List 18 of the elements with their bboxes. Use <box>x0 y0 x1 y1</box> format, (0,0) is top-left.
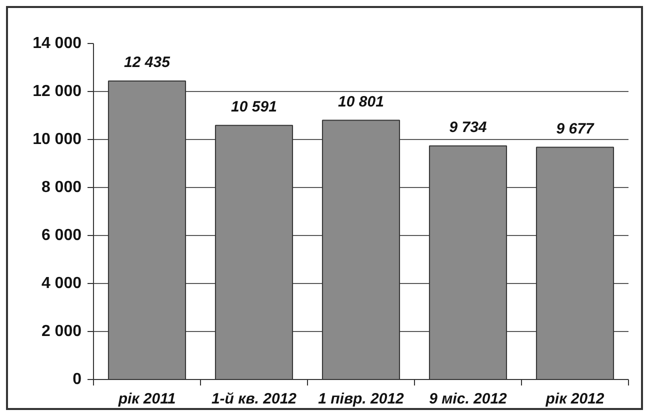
data-label: 9 677 <box>556 120 594 138</box>
x-tick-label: рік 2011 <box>117 390 176 408</box>
data-label: 10 591 <box>231 98 277 116</box>
data-label: 9 734 <box>449 118 488 136</box>
x-tick-label: 1-й кв. 2012 <box>211 390 298 408</box>
y-tick-label: 4 000 <box>41 275 82 292</box>
y-tick-label: 12 000 <box>32 83 82 100</box>
y-tick-label: 6 000 <box>41 227 82 244</box>
y-tick-label: 10 000 <box>32 131 82 148</box>
data-label: 12 435 <box>124 54 171 72</box>
y-tick-label: 2 000 <box>41 323 82 340</box>
y-tick-label: 0 <box>72 371 82 388</box>
y-tick-label: 14 000 <box>32 35 82 52</box>
x-tick-label: 1 півр. 2012 <box>318 390 405 408</box>
x-tick-label: 9 міс. 2012 <box>429 390 508 408</box>
data-label: 10 801 <box>338 93 384 110</box>
y-tick-label: 8 000 <box>41 179 82 196</box>
x-tick-label: рік 2012 <box>544 390 605 408</box>
